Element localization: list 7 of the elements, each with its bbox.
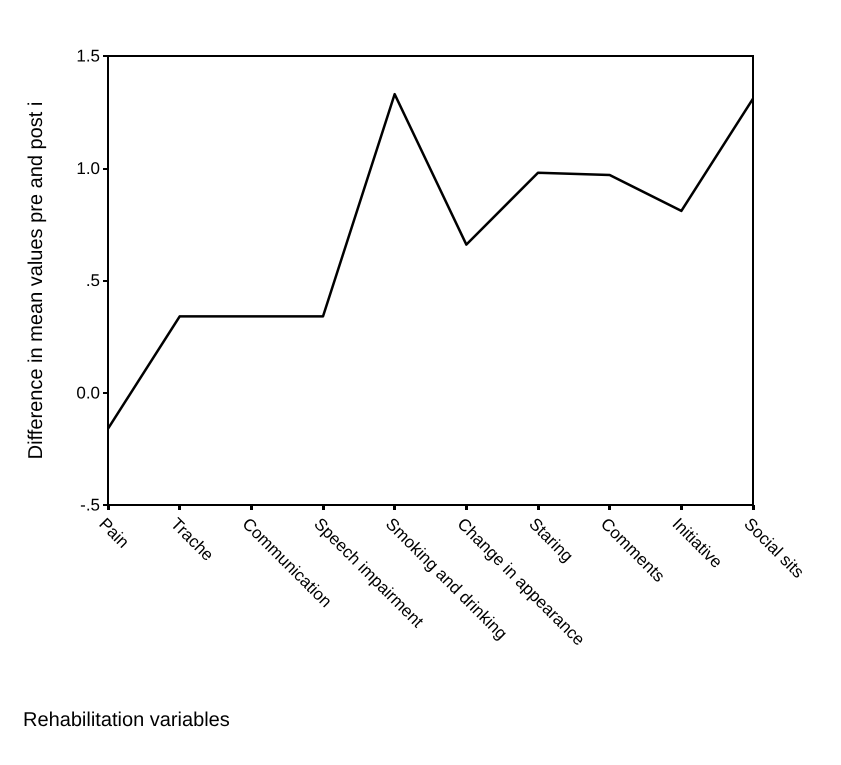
y-tick-label: 1.5: [76, 46, 100, 66]
y-tick-label: 0.0: [76, 383, 100, 402]
y-tick-label: 1.0: [76, 158, 100, 178]
y-tick-label: -.5: [80, 496, 100, 514]
x-axis-title: Rehabilitation variables: [23, 709, 230, 731]
y-axis-title: Difference in mean values pre and post i: [25, 102, 47, 460]
y-tick-label: .5: [86, 271, 100, 290]
